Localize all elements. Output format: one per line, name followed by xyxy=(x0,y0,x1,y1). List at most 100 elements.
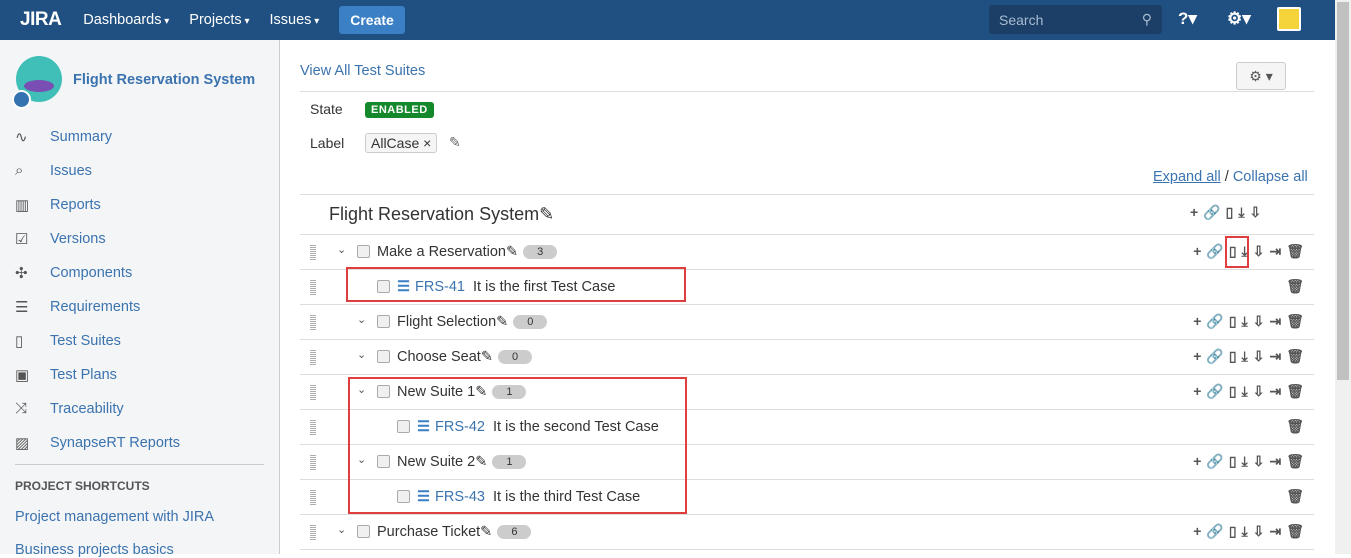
drag-handle-icon[interactable] xyxy=(310,525,316,540)
sidebar-item-summary[interactable]: ∿ Summary xyxy=(15,128,112,146)
add-icon[interactable]: + xyxy=(1193,453,1202,469)
link-icon[interactable]: 🔗 xyxy=(1203,204,1221,220)
drag-handle-icon[interactable] xyxy=(310,420,316,435)
trash-icon[interactable]: 🗑 xyxy=(1286,383,1304,399)
drag-handle-icon[interactable] xyxy=(310,455,316,470)
document-icon[interactable]: ▯ xyxy=(1228,453,1237,469)
edit-icon[interactable]: ✎ xyxy=(480,349,493,365)
sidebar-item-test-plans[interactable]: ▣ Test Plans xyxy=(15,366,117,384)
create-button[interactable]: Create xyxy=(339,6,405,34)
add-icon[interactable]: + xyxy=(1193,313,1202,329)
trash-icon[interactable]: 🗑 xyxy=(1286,523,1304,539)
checkbox[interactable] xyxy=(397,420,410,433)
search-input[interactable]: Search ⚲ xyxy=(989,5,1162,34)
import-icon[interactable]: ⇩ xyxy=(1252,453,1265,469)
document-icon[interactable]: ▯ xyxy=(1228,383,1237,399)
trash-icon[interactable]: 🗑 xyxy=(1286,418,1304,434)
move-icon[interactable]: ⇥ xyxy=(1269,383,1282,399)
suite-name[interactable]: Purchase Ticket xyxy=(377,524,481,540)
document-icon[interactable]: ▯ xyxy=(1228,313,1237,329)
nav-dashboards[interactable]: Dashboards xyxy=(83,12,169,28)
move-icon[interactable]: ⇥ xyxy=(1269,313,1282,329)
sidebar-item-versions[interactable]: ☑ Versions xyxy=(15,230,106,248)
edit-icon[interactable]: ✎ xyxy=(475,454,488,470)
checkbox[interactable] xyxy=(377,385,390,398)
checkbox[interactable] xyxy=(377,280,390,293)
view-all-test-suites-link[interactable]: View All Test Suites xyxy=(300,63,426,79)
checkbox[interactable] xyxy=(377,315,390,328)
link-icon[interactable]: 🔗 xyxy=(1206,243,1224,259)
add-icon[interactable]: + xyxy=(1193,348,1202,364)
project-name[interactable]: Flight Reservation System xyxy=(73,72,256,88)
trash-icon[interactable]: 🗑 xyxy=(1286,313,1304,329)
document-icon[interactable]: ▯ xyxy=(1228,523,1237,539)
edit-icon[interactable]: ✎ xyxy=(475,384,488,400)
drag-handle-icon[interactable] xyxy=(310,350,316,365)
add-icon[interactable]: + xyxy=(1193,243,1202,259)
import-icon[interactable]: ⇩ xyxy=(1252,523,1265,539)
collapse-all-link[interactable]: Collapse all xyxy=(1232,169,1308,185)
move-icon[interactable]: ⇥ xyxy=(1269,243,1282,259)
chevron-down-icon[interactable]: ⌄ xyxy=(337,524,347,536)
suite-name[interactable]: Choose Seat xyxy=(397,349,481,365)
add-icon[interactable]: + xyxy=(1190,204,1199,220)
sidebar-item-requirements[interactable]: ☰ Requirements xyxy=(15,298,140,316)
add-icon[interactable]: + xyxy=(1193,383,1202,399)
chevron-down-icon[interactable]: ⌄ xyxy=(357,349,367,361)
suite-name[interactable]: Flight Selection xyxy=(397,314,497,330)
trash-icon[interactable]: 🗑 xyxy=(1286,243,1304,259)
download-icon[interactable]: ⤓ xyxy=(1241,243,1248,259)
sidebar-item-components[interactable]: ✣ Components xyxy=(15,264,132,282)
drag-handle-icon[interactable] xyxy=(310,280,316,295)
download-icon[interactable]: ⤓ xyxy=(1241,348,1248,364)
sidebar-item-traceability[interactable]: ⤨ Traceability xyxy=(15,400,124,417)
test-case-key[interactable]: FRS-43 xyxy=(435,489,485,505)
drag-handle-icon[interactable] xyxy=(310,245,316,260)
download-icon[interactable]: ⤓ xyxy=(1241,453,1248,469)
help-icon[interactable]: ?▾ xyxy=(1178,9,1197,28)
edit-icon[interactable]: ✎ xyxy=(496,314,509,330)
document-icon[interactable]: ▯ xyxy=(1228,243,1237,259)
trash-icon[interactable]: 🗑 xyxy=(1286,278,1304,294)
chevron-down-icon[interactable]: ⌄ xyxy=(357,454,367,466)
shortcut-link[interactable]: Project management with JIRA xyxy=(15,509,215,525)
edit-icon[interactable]: ✎ xyxy=(505,244,519,260)
import-icon[interactable]: ⇩ xyxy=(1249,204,1262,220)
download-icon[interactable]: ⤓ xyxy=(1241,383,1248,399)
download-icon[interactable]: ⤓ xyxy=(1238,204,1245,220)
user-avatar[interactable] xyxy=(1277,7,1301,31)
trash-icon[interactable]: 🗑 xyxy=(1286,488,1304,504)
document-icon[interactable]: ▯ xyxy=(1228,348,1237,364)
import-icon[interactable]: ⇩ xyxy=(1252,348,1265,364)
shortcut-link[interactable]: Business projects basics xyxy=(15,542,174,558)
link-icon[interactable]: 🔗 xyxy=(1206,348,1224,364)
drag-handle-icon[interactable] xyxy=(310,490,316,505)
import-icon[interactable]: ⇩ xyxy=(1252,383,1265,399)
document-icon[interactable]: ▯ xyxy=(1225,204,1234,220)
jira-logo[interactable]: JIRA xyxy=(20,9,62,30)
link-icon[interactable]: 🔗 xyxy=(1206,313,1224,329)
settings-dropdown-button[interactable]: ⚙ ▾ xyxy=(1236,62,1286,90)
scrollbar[interactable] xyxy=(1335,0,1351,554)
trash-icon[interactable]: 🗑 xyxy=(1286,348,1304,364)
nav-issues[interactable]: Issues xyxy=(270,12,320,28)
add-icon[interactable]: + xyxy=(1193,523,1202,539)
chevron-down-icon[interactable]: ⌄ xyxy=(337,244,347,256)
download-icon[interactable]: ⤓ xyxy=(1241,523,1248,539)
move-icon[interactable]: ⇥ xyxy=(1269,348,1282,364)
edit-label-icon[interactable]: ✎ xyxy=(449,134,461,150)
trash-icon[interactable]: 🗑 xyxy=(1286,453,1304,469)
drag-handle-icon[interactable] xyxy=(310,385,316,400)
checkbox[interactable] xyxy=(357,245,370,258)
scrollbar-thumb[interactable] xyxy=(1337,2,1349,380)
link-icon[interactable]: 🔗 xyxy=(1206,383,1224,399)
checkbox[interactable] xyxy=(377,350,390,363)
suite-name[interactable]: New Suite 1 xyxy=(397,384,476,400)
download-icon[interactable]: ⤓ xyxy=(1241,313,1248,329)
import-icon[interactable]: ⇩ xyxy=(1252,243,1265,259)
test-case-key[interactable]: FRS-42 xyxy=(435,419,485,435)
drag-handle-icon[interactable] xyxy=(310,315,316,330)
checkbox[interactable] xyxy=(397,490,410,503)
link-icon[interactable]: 🔗 xyxy=(1206,453,1224,469)
checkbox[interactable] xyxy=(357,525,370,538)
